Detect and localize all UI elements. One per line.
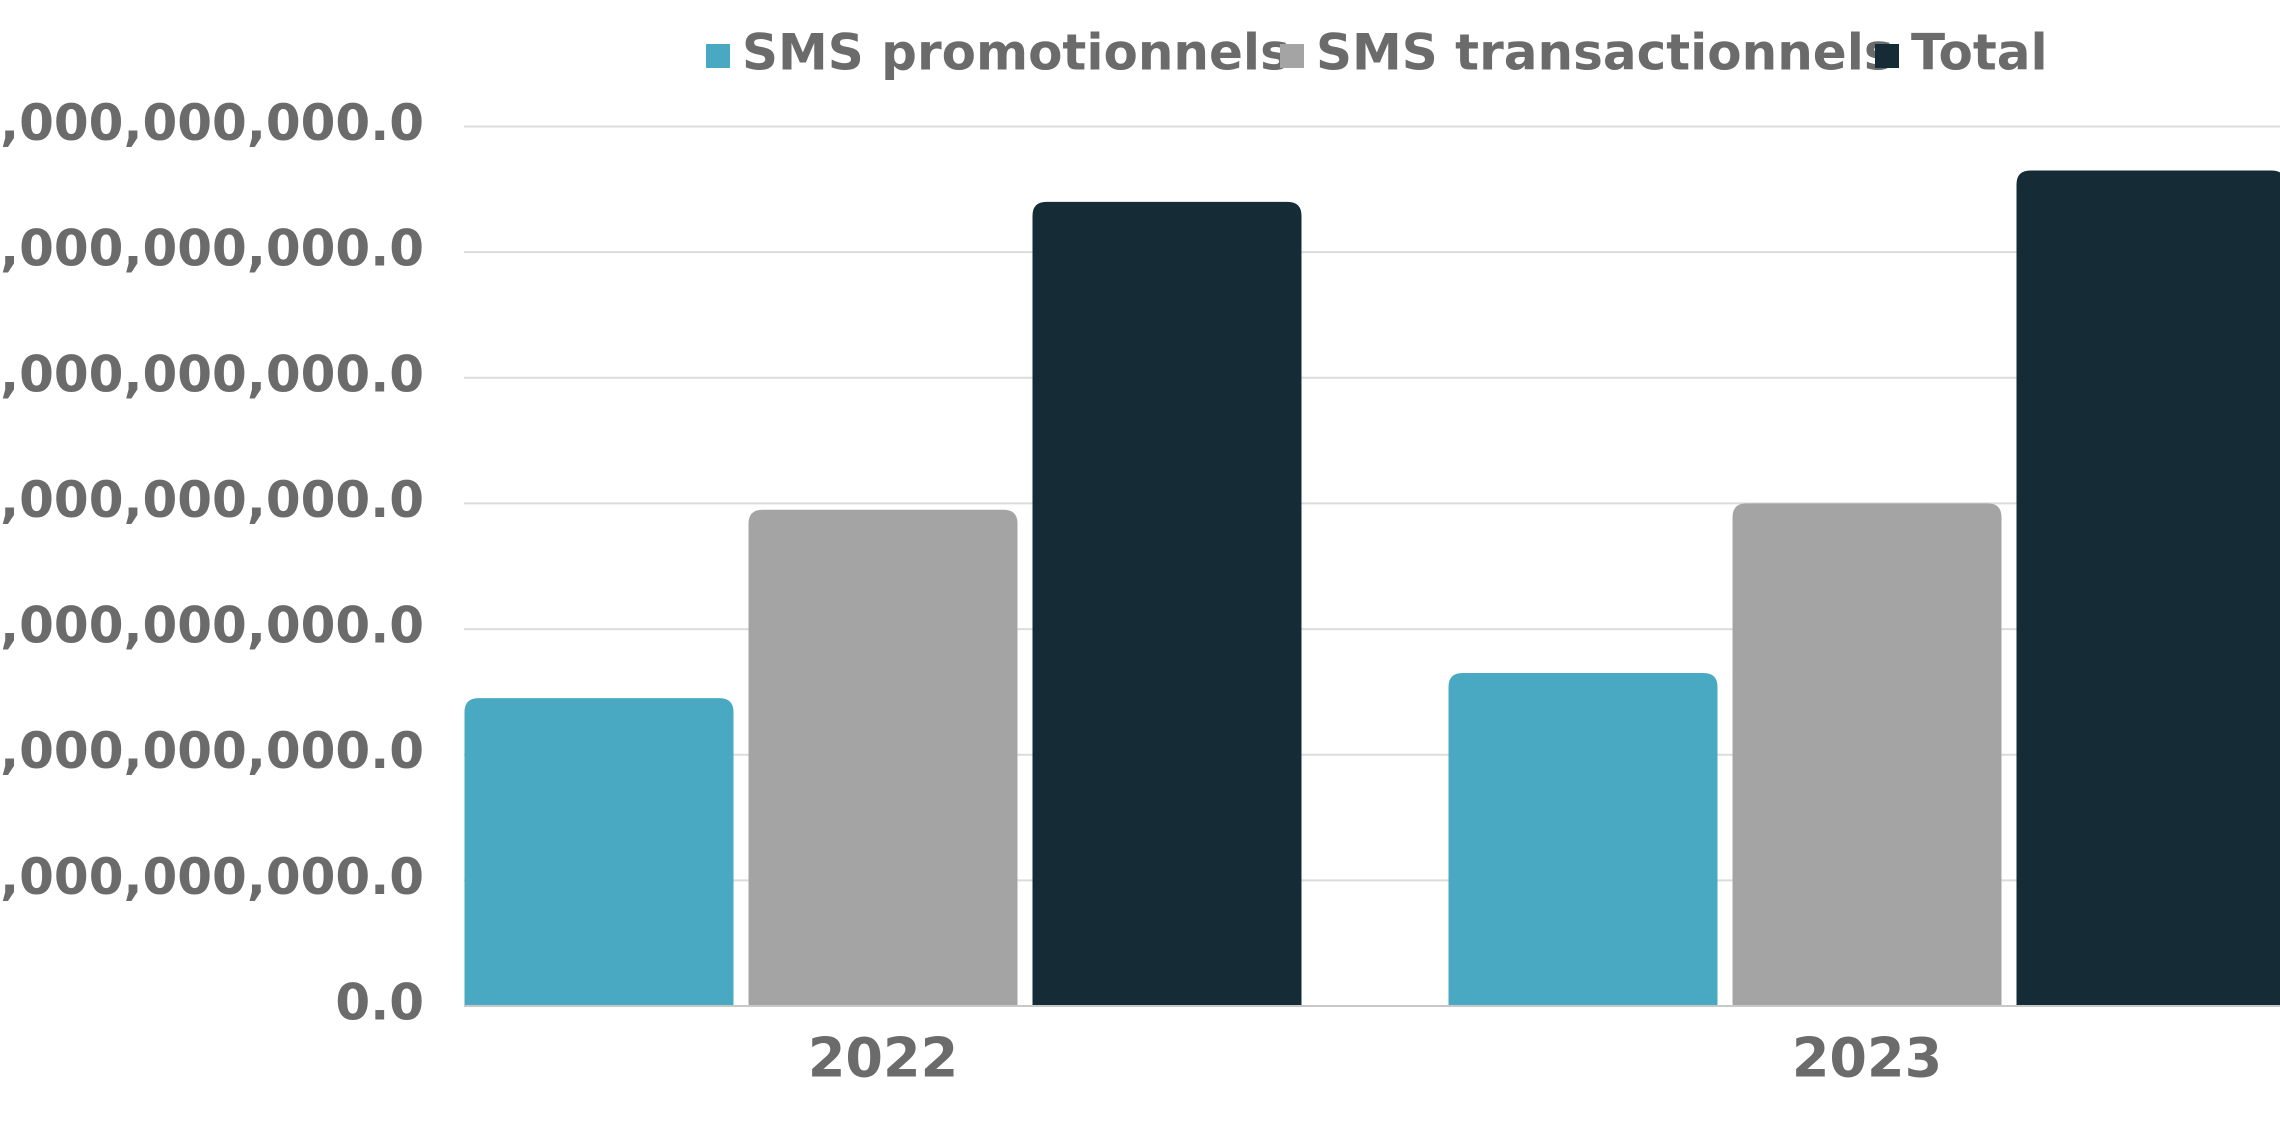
y-tick-label: 0.0 [335, 974, 424, 1032]
bar [464, 698, 734, 1006]
y-tick-label: 4,000,000,000.0 [0, 722, 424, 780]
y-tick-label: 2,000,000,000.0 [0, 848, 424, 906]
y-tick-label: 10,000,000,000.0 [0, 345, 424, 403]
legend-swatch [706, 44, 730, 68]
x-tick-label: 2023 [1792, 1027, 1942, 1090]
bar [1448, 673, 1718, 1006]
y-tick-label: 8,000,000,000.0 [0, 471, 424, 529]
x-tick-label: 2022 [808, 1027, 958, 1090]
bar [1732, 503, 2002, 1006]
y-tick-label: 6,000,000,000.0 [0, 597, 424, 655]
bar [1032, 201, 1302, 1006]
y-tick-label: 14,000,000,000.0 [0, 94, 424, 152]
y-tick-label: 12,000,000,000.0 [0, 220, 424, 278]
legend-swatch [1875, 44, 1899, 68]
bar [748, 509, 1018, 1006]
legend-swatch [1280, 44, 1304, 68]
legend-label: SMS promotionnels [742, 24, 1290, 82]
legend-label: SMS transactionnels [1316, 24, 1894, 82]
legend-label: Total [1911, 24, 2048, 82]
bar [2016, 170, 2280, 1006]
